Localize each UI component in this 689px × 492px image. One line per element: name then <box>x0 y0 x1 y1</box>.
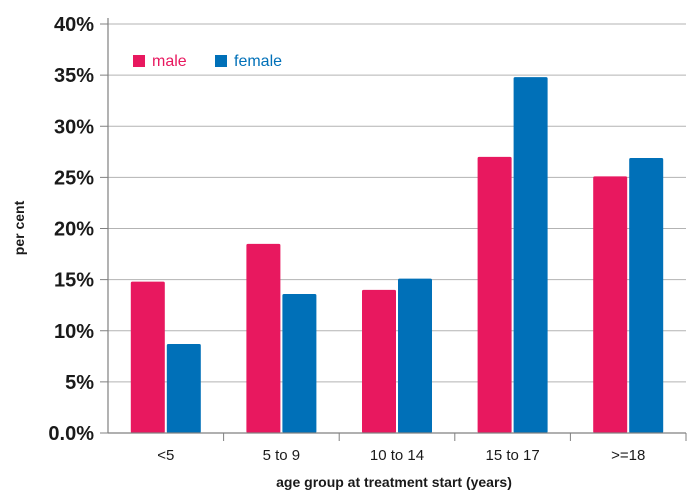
bar-female <box>282 293 317 433</box>
y-tick-label: 20% <box>54 219 94 241</box>
y-tick-label: 35% <box>54 65 94 87</box>
bar-male <box>130 281 165 433</box>
y-tick-label: 25% <box>54 167 94 189</box>
x-tick-label: 10 to 14 <box>370 447 424 464</box>
x-tick-label: 15 to 17 <box>485 447 539 464</box>
legend-label-female: female <box>234 53 282 70</box>
legend-swatch-female <box>215 55 227 67</box>
y-tick-label: 5% <box>65 372 94 394</box>
bar-female <box>629 157 664 433</box>
x-tick-label: >=18 <box>611 447 645 464</box>
bar-male <box>593 176 628 434</box>
bar-male <box>246 243 281 433</box>
bars <box>130 77 664 434</box>
y-tick-labels: 0.0% 5% 10% 15% 20% 25% 30% 35% 40% <box>48 14 94 445</box>
y-tick-label: 40% <box>54 14 94 36</box>
x-axis-title: age group at treatment start (years) <box>276 474 512 490</box>
legend: male female <box>133 53 282 70</box>
axes <box>107 18 687 441</box>
bar-male <box>477 156 512 434</box>
y-tick-label: 0.0% <box>48 423 94 445</box>
y-tick-label: 30% <box>54 116 94 138</box>
legend-swatch-male <box>133 55 145 67</box>
x-tick-label: <5 <box>157 447 174 464</box>
x-tick-label: 5 to 9 <box>263 447 301 464</box>
bar-male <box>362 289 396 433</box>
bar-female <box>398 278 432 433</box>
bar-female <box>166 344 201 433</box>
y-tick-label: 10% <box>54 321 94 343</box>
y-tick-label: 15% <box>54 270 94 292</box>
legend-label-male: male <box>152 53 187 70</box>
bar-female <box>513 77 548 434</box>
y-axis-title: per cent <box>11 200 27 255</box>
gridlines <box>100 23 686 434</box>
x-tick-labels: <5 5 to 9 10 to 14 15 to 17 >=18 <box>157 447 645 464</box>
